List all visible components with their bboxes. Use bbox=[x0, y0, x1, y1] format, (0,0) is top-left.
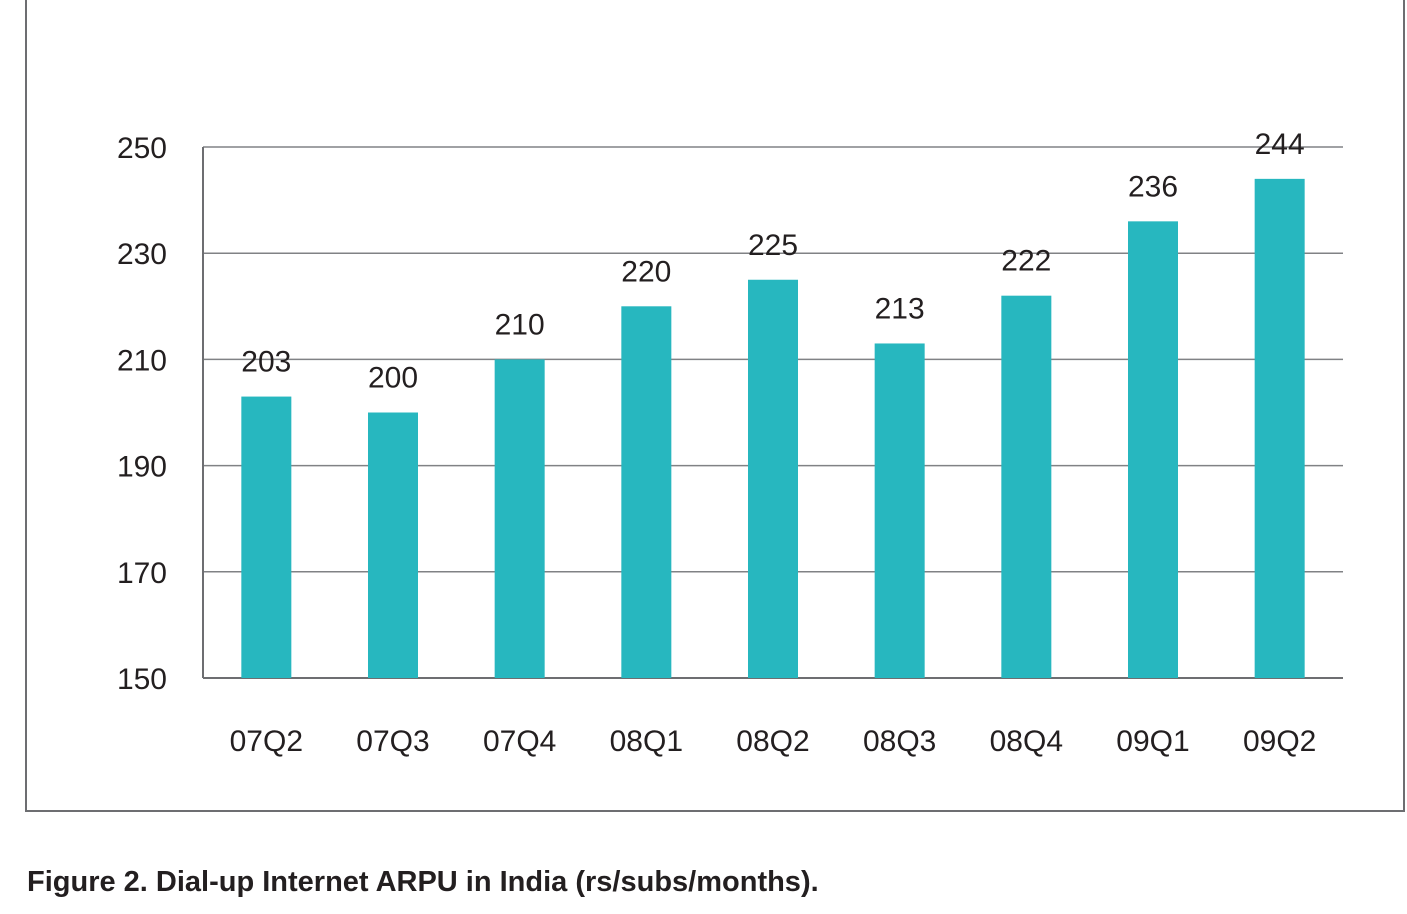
x-tick-label-07Q4: 07Q4 bbox=[483, 725, 556, 758]
x-tick-label-08Q3: 08Q3 bbox=[863, 725, 936, 758]
bar-07Q3 bbox=[368, 412, 418, 678]
bar-07Q4 bbox=[494, 359, 545, 678]
x-tick-label-08Q1: 08Q1 bbox=[610, 725, 683, 758]
data-labels: 203 200 210 220 225 213 222 236 244 bbox=[241, 128, 1304, 395]
x-tick-label-08Q4: 08Q4 bbox=[990, 725, 1063, 758]
chart-frame bbox=[25, 0, 1405, 812]
y-tick-label: 230 bbox=[117, 238, 167, 271]
y-tick-label: 150 bbox=[117, 663, 167, 696]
bar-08Q3 bbox=[874, 343, 925, 678]
data-label-09Q1: 236 bbox=[1128, 170, 1178, 203]
data-label-07Q3: 200 bbox=[368, 362, 418, 395]
data-label-07Q2: 203 bbox=[241, 346, 291, 379]
bar-08Q4 bbox=[1001, 295, 1052, 678]
data-label-08Q4: 222 bbox=[1001, 245, 1051, 278]
data-label-07Q4: 210 bbox=[495, 308, 545, 341]
bar-09Q1 bbox=[1128, 221, 1178, 678]
y-axis-ticks: 150 170 190 210 230 250 bbox=[117, 132, 167, 696]
data-label-08Q2: 225 bbox=[748, 229, 798, 262]
y-tick-label: 250 bbox=[117, 132, 167, 165]
data-label-09Q2: 244 bbox=[1255, 128, 1305, 161]
x-tick-label-07Q3: 07Q3 bbox=[356, 725, 429, 758]
bars bbox=[241, 178, 1305, 679]
x-tick-label-07Q2: 07Q2 bbox=[230, 725, 303, 758]
figure-caption: Figure 2. Dial-up Internet ARPU in India… bbox=[27, 866, 819, 898]
y-tick-label: 190 bbox=[117, 451, 167, 484]
x-tick-label-09Q2: 09Q2 bbox=[1243, 725, 1316, 758]
y-tick-label: 210 bbox=[117, 344, 167, 377]
bar-08Q2 bbox=[748, 279, 798, 678]
bar-07Q2 bbox=[241, 396, 292, 678]
bar-09Q2 bbox=[1254, 178, 1305, 679]
x-tick-label-08Q2: 08Q2 bbox=[736, 725, 809, 758]
x-axis-ticks: 07Q2 07Q3 07Q4 08Q1 08Q2 08Q3 08Q4 09Q1 09Q2 bbox=[230, 725, 1317, 758]
data-label-08Q3: 213 bbox=[875, 292, 925, 325]
x-tick-label-09Q1: 09Q1 bbox=[1116, 725, 1189, 758]
bar-08Q1 bbox=[621, 306, 672, 678]
data-label-08Q1: 220 bbox=[621, 255, 671, 288]
y-tick-label: 170 bbox=[117, 557, 167, 590]
